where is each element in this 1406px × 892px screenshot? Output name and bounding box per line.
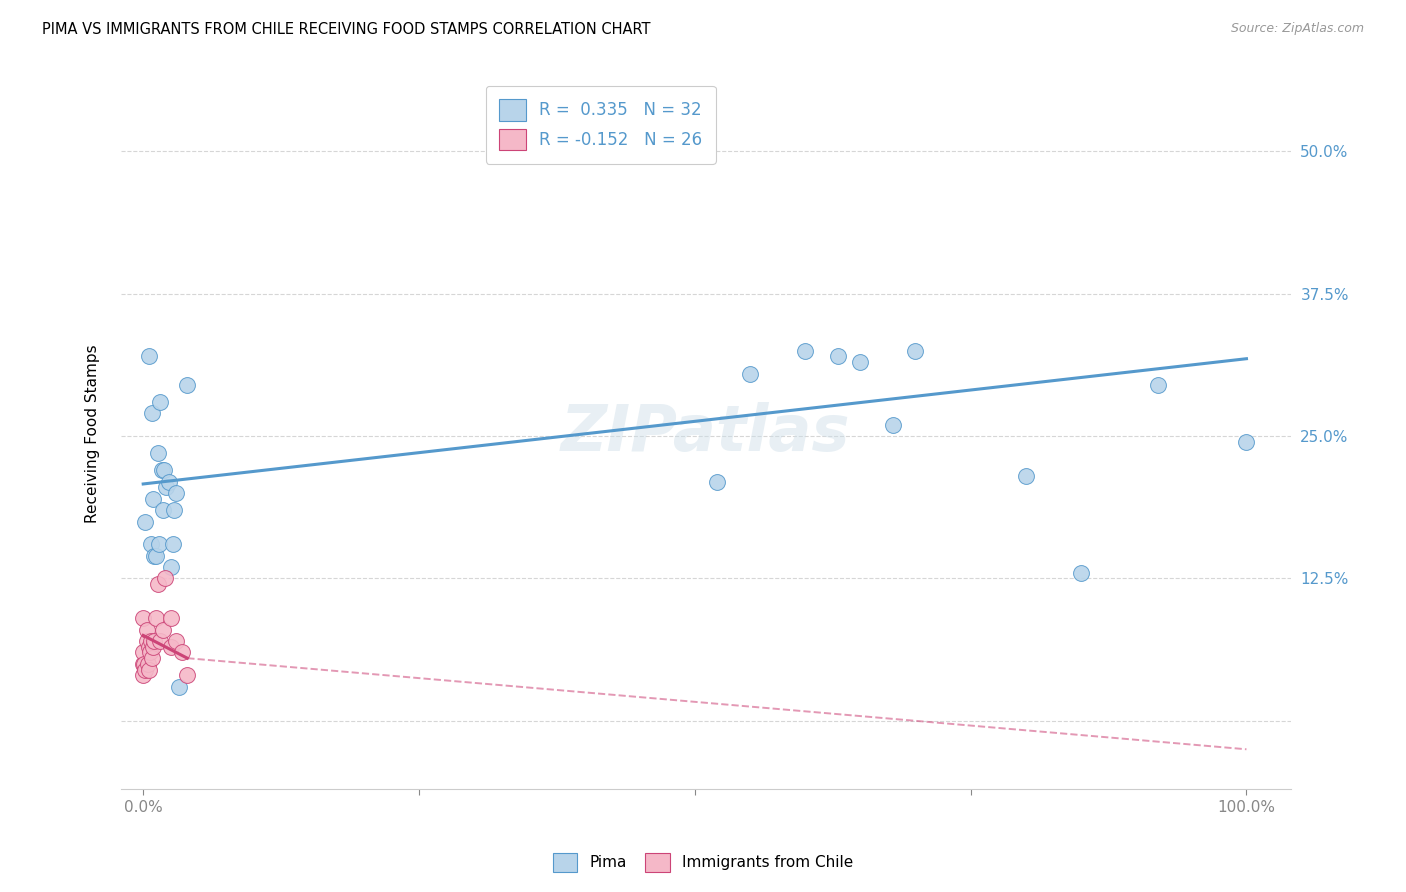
- Point: [163, 503, 186, 517]
- Point: [1015, 469, 1038, 483]
- Point: [132, 657, 155, 671]
- Point: [135, 623, 157, 637]
- Point: [149, 395, 172, 409]
- Point: [155, 572, 177, 586]
- Point: [827, 350, 849, 364]
- Point: [146, 446, 169, 460]
- Point: [141, 651, 163, 665]
- Point: [149, 634, 172, 648]
- Point: [150, 463, 173, 477]
- Point: [143, 634, 166, 648]
- Point: [167, 680, 190, 694]
- Point: [132, 668, 155, 682]
- Point: [165, 486, 187, 500]
- Point: [170, 645, 193, 659]
- Point: [138, 640, 160, 654]
- Point: [145, 611, 167, 625]
- Point: [162, 537, 184, 551]
- Point: [152, 503, 174, 517]
- Point: [146, 577, 169, 591]
- Legend: Pima, Immigrants from Chile: Pima, Immigrants from Chile: [546, 845, 860, 880]
- Text: Source: ZipAtlas.com: Source: ZipAtlas.com: [1230, 22, 1364, 36]
- Point: [155, 480, 177, 494]
- Point: [794, 343, 817, 358]
- Point: [139, 634, 162, 648]
- Point: [145, 549, 167, 563]
- Point: [141, 406, 163, 420]
- Point: [1070, 566, 1092, 580]
- Point: [152, 623, 174, 637]
- Point: [738, 367, 761, 381]
- Text: ZIPatlas: ZIPatlas: [561, 402, 851, 465]
- Point: [159, 640, 181, 654]
- Point: [138, 663, 160, 677]
- Y-axis label: Receiving Food Stamps: Receiving Food Stamps: [86, 344, 100, 523]
- Point: [176, 668, 198, 682]
- Point: [134, 663, 156, 677]
- Text: PIMA VS IMMIGRANTS FROM CHILE RECEIVING FOOD STAMPS CORRELATION CHART: PIMA VS IMMIGRANTS FROM CHILE RECEIVING …: [42, 22, 651, 37]
- Point: [904, 343, 927, 358]
- Point: [132, 611, 155, 625]
- Point: [159, 560, 181, 574]
- Point: [135, 634, 157, 648]
- Point: [706, 475, 728, 489]
- Point: [159, 611, 181, 625]
- Point: [176, 377, 198, 392]
- Point: [134, 515, 156, 529]
- Point: [165, 634, 187, 648]
- Point: [153, 463, 176, 477]
- Point: [139, 537, 162, 551]
- Point: [132, 645, 155, 659]
- Point: [134, 657, 156, 671]
- Point: [157, 475, 180, 489]
- Point: [1147, 377, 1170, 392]
- Point: [142, 491, 165, 506]
- Legend: R =  0.335   N = 32, R = -0.152   N = 26: R = 0.335 N = 32, R = -0.152 N = 26: [485, 86, 716, 163]
- Point: [136, 657, 159, 671]
- Point: [882, 417, 904, 432]
- Point: [142, 640, 165, 654]
- Point: [139, 645, 162, 659]
- Point: [1236, 434, 1258, 449]
- Point: [138, 350, 160, 364]
- Point: [143, 549, 166, 563]
- Point: [849, 355, 872, 369]
- Point: [148, 537, 170, 551]
